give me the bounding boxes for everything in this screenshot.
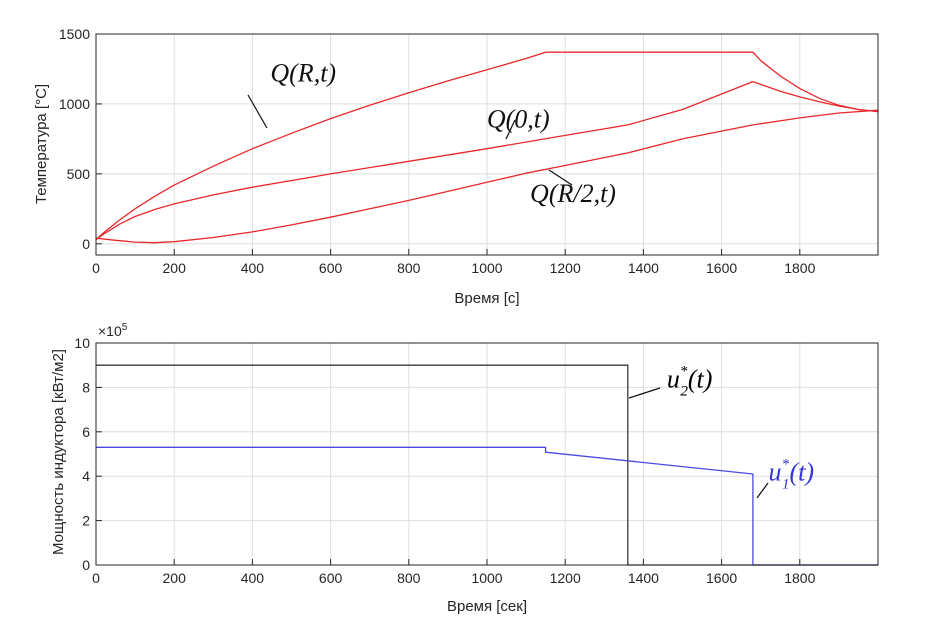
control-label-base: u [667,364,680,393]
power-x-ticks: 0 200 400 600 800 1000 1200 1400 1600 1800 [92,559,816,586]
power-chart: u* 2(t)u* 1(t) 0 200 400 600 800 1000 1200 1400 16… [50,322,879,615]
power-x-tick-label: 200 [163,570,187,586]
temperature-grid [95,33,878,255]
power-x-tick-label: 600 [319,570,343,586]
control-label-sup: * [782,457,790,473]
temperature-y-ticks: 0 500 1000 1500 [59,26,102,252]
power-x-tick-label: 1800 [784,570,815,586]
curve-label-3: Q(R/2,t) [530,179,616,208]
control-label-sub: 2 [680,383,688,399]
temperature-y-tick-label: 1500 [59,26,90,42]
power-y-tick-label: 8 [82,379,90,395]
control-label-arg: (t) [688,364,713,393]
power-grid [95,342,878,566]
power-x-tick-label: 1600 [706,570,737,586]
curve-leader-line [548,169,573,186]
temperature-x-tick-label: 1400 [628,260,659,276]
control-label-sub: 1 [782,477,790,493]
temperature-annotations: Q(R,t) Q(0,t) Q(R/2,t) [247,59,616,208]
power-x-tick-label: 1000 [471,570,502,586]
scale-base: ×10 [98,323,122,339]
temperature-x-tick-label: 1000 [471,260,502,276]
temperature-y-axis-label: Температура [°C] [33,84,50,204]
curve-leader-line [505,119,516,140]
control-label-base: u [769,458,782,487]
temperature-x-tick-label: 1600 [706,260,737,276]
temperature-series-line-3 [95,109,879,244]
temperature-x-tick-label: 1800 [784,260,815,276]
temperature-series-line-1 [95,51,879,241]
power-x-axis-label: Время [сек] [447,598,527,615]
temperature-x-tick-label: 1200 [550,260,581,276]
power-y-tick-label: 4 [82,468,90,484]
power-x-tick-label: 400 [241,570,265,586]
power-x-tick-label: 1200 [550,570,581,586]
curve-label-2: Q(0,t) [487,105,550,134]
power-x-tick-label: 0 [92,570,100,586]
temperature-x-axis-label: Время [с] [454,290,519,307]
curve-leader-line [247,94,268,129]
temperature-y-tick-label: 1000 [59,96,90,112]
power-x-tick-label: 800 [397,570,421,586]
power-y-axis-label: Мощность индуктора [кВт/м2] [50,349,67,555]
temperature-y-tick-label: 0 [82,236,90,252]
power-y-tick-label: 6 [82,424,90,440]
control-leader-line [756,482,769,499]
curve-label-1: Q(R,t) [270,59,336,88]
temperature-x-tick-label: 200 [163,260,187,276]
control-label-1: u* 2(t) [667,363,713,399]
control-leader-line [628,387,661,399]
control-label-sup: * [680,363,688,379]
temperature-series [95,51,879,244]
control-label-arg: (t) [790,458,815,487]
temperature-series-line-2 [95,80,879,241]
power-annotations: u* 2(t)u* 1(t) [628,363,815,499]
power-y-tick-label: 0 [82,557,90,573]
power-x-tick-label: 1400 [628,570,659,586]
scale-exponent: 5 [122,322,128,333]
temperature-x-tick-label: 0 [92,260,100,276]
power-y-tick-label: 10 [74,335,90,351]
temperature-chart: Q(R,t) Q(0,t) Q(R/2,t) 0 200 400 600 800 1000 12… [33,26,879,307]
temperature-x-tick-label: 800 [397,260,421,276]
temperature-x-tick-label: 400 [241,260,265,276]
temperature-x-ticks: 0 200 400 600 800 1000 1200 1400 1600 1800 [92,249,816,276]
temperature-y-tick-label: 500 [67,166,91,182]
power-y-ticks: 0 2 4 6 8 10 [74,335,102,573]
power-y-tick-label: 2 [82,513,90,529]
control-label-2: u* 1(t) [769,457,815,493]
power-y-scale-factor: ×105 [98,322,128,339]
temperature-x-tick-label: 600 [319,260,343,276]
